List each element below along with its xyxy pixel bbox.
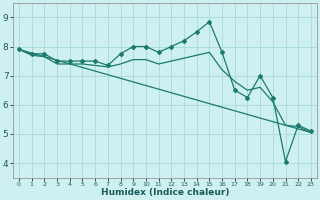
X-axis label: Humidex (Indice chaleur): Humidex (Indice chaleur) xyxy=(101,188,229,197)
